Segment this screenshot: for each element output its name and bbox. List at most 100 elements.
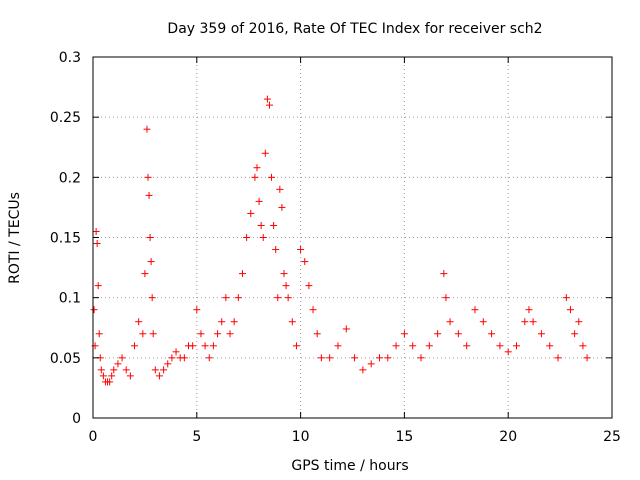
data-point: [222, 294, 230, 302]
data-point: [496, 342, 504, 350]
data-point: [94, 282, 102, 290]
data-point: [126, 372, 134, 380]
data-point: [471, 306, 479, 314]
data-point: [263, 95, 271, 103]
data-point: [205, 354, 213, 362]
data-point: [409, 342, 417, 350]
x-tick-label: 15: [395, 429, 413, 445]
data-point: [95, 330, 103, 338]
data-point: [131, 342, 139, 350]
x-tick-label: 20: [499, 429, 517, 445]
data-point: [384, 354, 392, 362]
data-point: [359, 366, 367, 374]
data-point: [434, 330, 442, 338]
data-point: [214, 330, 222, 338]
data-point: [90, 306, 98, 314]
data-point: [139, 330, 147, 338]
data-point: [297, 246, 305, 254]
data-point: [141, 270, 149, 278]
data-point: [93, 240, 101, 248]
data-point: [525, 306, 533, 314]
data-point: [554, 354, 562, 362]
data-point: [309, 306, 317, 314]
y-tick-label: 0.05: [50, 351, 81, 367]
data-point: [440, 270, 448, 278]
data-point: [172, 348, 180, 356]
data-point: [148, 294, 156, 302]
data-point: [144, 173, 152, 181]
data-point: [305, 282, 313, 290]
data-point: [238, 270, 246, 278]
data-point: [97, 366, 105, 374]
data-point: [288, 318, 296, 326]
data-point: [367, 360, 375, 368]
data-point: [253, 164, 261, 172]
data-point: [442, 294, 450, 302]
data-point: [261, 149, 269, 157]
data-point: [400, 330, 408, 338]
data-point: [106, 378, 114, 386]
data-point: [537, 330, 545, 338]
data-point: [575, 318, 583, 326]
data-point: [334, 342, 342, 350]
data-point: [255, 197, 263, 205]
data-point: [122, 366, 130, 374]
data-point: [513, 342, 521, 350]
data-point: [488, 330, 496, 338]
data-point: [259, 234, 267, 241]
data-point: [209, 342, 217, 350]
data-point: [479, 318, 487, 326]
data-point: [168, 354, 176, 362]
data-point: [268, 173, 276, 181]
data-point: [218, 318, 226, 326]
data-point: [301, 258, 309, 266]
data-point: [99, 372, 107, 380]
data-point: [160, 366, 168, 374]
x-tick-label: 25: [603, 429, 621, 445]
data-point: [108, 372, 116, 380]
data-point: [265, 101, 273, 109]
data-point: [151, 366, 159, 374]
data-point: [313, 330, 321, 338]
data-point: [274, 294, 282, 302]
data-point: [282, 282, 290, 290]
data-point: [276, 185, 284, 193]
y-axis-label: ROTI / TECUs: [7, 192, 23, 284]
data-point: [375, 354, 383, 362]
data-point: [155, 372, 163, 380]
data-point: [272, 246, 280, 254]
data-point: [189, 342, 197, 350]
data-point: [145, 191, 153, 199]
data-point: [342, 325, 350, 333]
data-point: [270, 221, 278, 229]
data-point: [147, 258, 155, 266]
data-point: [454, 330, 462, 338]
y-tick-labels: 0 0.05 0.1 0.15 0.2 0.25 0.3: [50, 50, 81, 427]
data-point: [201, 342, 209, 350]
data-point: [110, 366, 118, 374]
data-point: [280, 270, 288, 278]
data-point: [351, 354, 359, 362]
data-point: [425, 342, 433, 350]
data-point: [562, 294, 570, 302]
data-point: [251, 173, 259, 181]
data-point: [292, 342, 300, 350]
data-point: [234, 294, 242, 302]
data-point: [226, 330, 234, 338]
chart-title: Day 359 of 2016, Rate Of TEC Index for r…: [167, 21, 542, 37]
data-point: [521, 318, 529, 326]
data-point: [230, 318, 238, 326]
x-tick-label: 0: [89, 429, 98, 445]
data-point: [193, 306, 201, 314]
data-point: [118, 354, 126, 362]
data-point: [149, 330, 157, 338]
y-tick-label: 0.15: [50, 231, 81, 247]
data-point: [571, 330, 579, 338]
data-point: [579, 342, 587, 350]
data-point: [135, 318, 143, 326]
grid-lines: [93, 57, 612, 418]
x-axis-label: GPS time / hours: [291, 458, 408, 474]
data-point: [392, 342, 400, 350]
data-point: [143, 125, 151, 133]
